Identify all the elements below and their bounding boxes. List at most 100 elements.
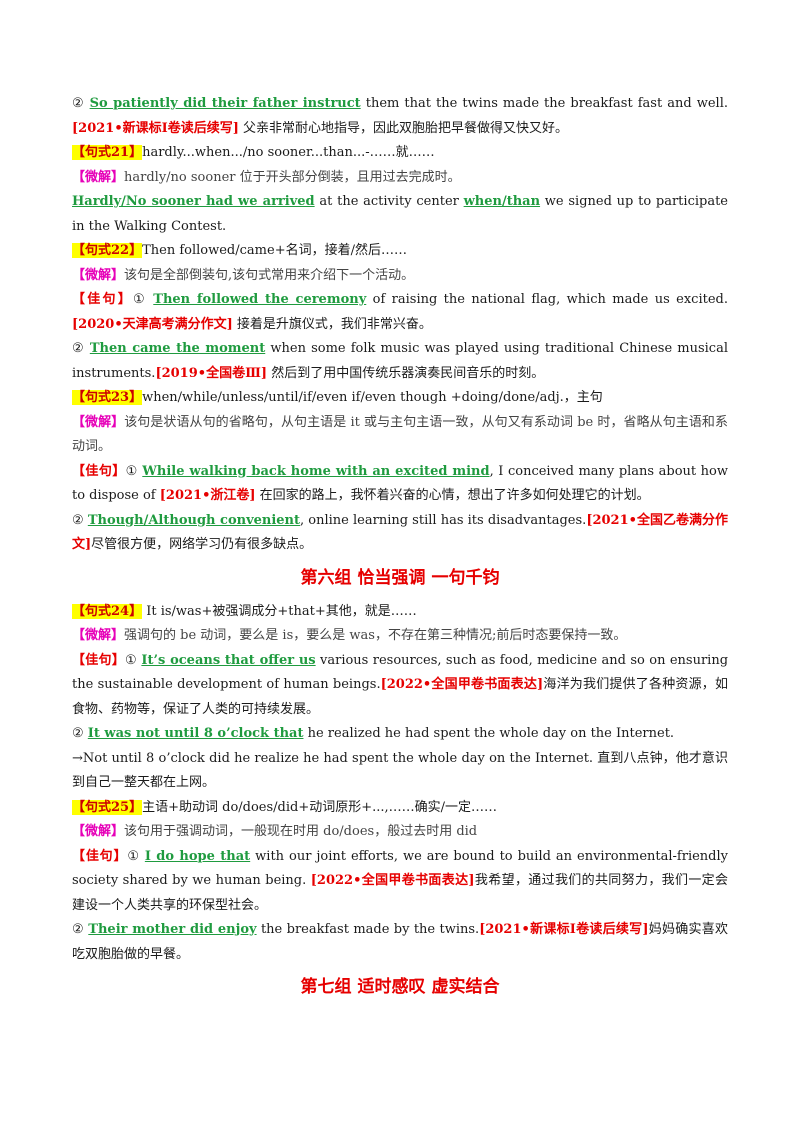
example-23-1: 【佳句】① While walking back home with an ex… <box>72 460 728 509</box>
example-23-2: ② Though/Although convenient, online lea… <box>72 509 728 558</box>
sentence-text: at the activity center <box>314 194 464 209</box>
example-24-2: ② It was not until 8 o’clock that he rea… <box>72 722 728 747</box>
source-citation: [2022•全国甲卷书面表达] <box>310 873 475 888</box>
tip-label: 【微解】 <box>72 628 125 643</box>
translation: 接着是升旗仪式，我们非常兴奋。 <box>232 316 432 332</box>
translation: 尽管很方便，网络学习仍有很多缺点。 <box>91 537 313 552</box>
heading-subtitle: 一句千钧 <box>431 567 500 588</box>
pattern-25: 【句式25】主语+助动词 do/does/did+动词原形+...,……确实/一… <box>72 796 728 821</box>
good-sentence-label: 【佳句】 <box>72 463 126 479</box>
sentence-text: when some folk music was played using tr… <box>72 341 728 381</box>
source-citation: [2022•全国甲卷书面表达] <box>380 677 544 692</box>
translation: 海洋为我们提供了各种资源，如食物、药物等，保证了人类的可持续发展。 <box>72 677 728 717</box>
example-22-2: ② Then came the moment when some folk mu… <box>72 337 728 386</box>
translation: 我希望，通过我们的共同努力，我们一定会建设一个人类共享的环保型社会。 <box>72 873 729 913</box>
example-24-1: 【佳句】① It’s oceans that offer us various … <box>72 649 728 723</box>
sentence-text: we signed up to participate in the Walki… <box>72 194 728 234</box>
good-sentence-label: 【佳句】 <box>72 292 133 307</box>
pattern-text: when/while/unless/until/if/even if/even … <box>142 390 603 405</box>
example-21: Hardly/No sooner had we arrived at the a… <box>72 190 728 239</box>
good-sentence-label: 【佳句】 <box>72 848 128 864</box>
key-phrase: Though/Although convenient <box>87 512 301 528</box>
example-22-1: 【佳句】① Then followed the ceremony of rais… <box>72 288 728 337</box>
section-heading-7: 第七组 适时感叹 虚实结合 <box>72 973 728 1001</box>
sentence-text: the breakfast made by the twins. <box>256 922 480 937</box>
pattern-tag: 【句式24】 <box>72 603 143 619</box>
good-sentence-label: 【佳句】 <box>72 652 126 668</box>
source-citation: [2021•浙江卷] <box>159 488 256 503</box>
document-page: ② So patiently did their father instruct… <box>72 92 728 1009</box>
item-number: ① <box>125 463 138 479</box>
sentence-text: →Not until 8 o’clock did he realize he h… <box>72 750 594 766</box>
sentence-text: he realized he had spent the whole day o… <box>303 726 675 741</box>
tip-24: 【微解】强调句的 be 动词，要么是 is，要么是 was，不存在第三种情况;前… <box>72 624 728 649</box>
pattern-21: 【句式21】hardly...when.../no sooner...than.… <box>72 141 728 166</box>
translation: 在回家的路上，我怀着兴奋的心情，想出了许多如何处理它的计划。 <box>255 488 650 503</box>
sentence-text: , I conceived many plans about how to di… <box>72 463 728 504</box>
example-25-1: 【佳句】① I do hope that with our joint effo… <box>72 845 728 919</box>
item-number: ② <box>72 922 84 937</box>
item-number: ② <box>72 341 85 356</box>
example-24-3: →Not until 8 o’clock did he realize he h… <box>72 747 728 796</box>
source-citation: [2021•全国乙卷满分作文] <box>72 512 728 553</box>
sentence-text: of raising the national flag, which made… <box>366 292 728 307</box>
pattern-tag: 【句式25】 <box>72 799 143 815</box>
sentence-text: with our joint efforts, we are bound to … <box>72 848 728 889</box>
pattern-text: hardly...when.../no sooner...than...-……就… <box>142 145 435 160</box>
tip-label: 【微解】 <box>72 824 125 839</box>
item-number: ① <box>125 652 137 668</box>
heading-group: 第七组 <box>300 977 352 997</box>
tip-text: 该句用于强调动词，一般现在时用 do/does，般过去时用 did <box>124 824 478 839</box>
tip-25: 【微解】该句用于强调动词，一般现在时用 do/does，般过去时用 did <box>72 820 728 845</box>
tip-22: 【微解】该句是全部倒装句,该句式常用来介绍下一个活动。 <box>72 264 728 289</box>
pattern-tag: 【句式23】 <box>72 390 143 405</box>
sentence-text: various resources, such as food, medicin… <box>72 652 729 693</box>
example-sentence: ② So patiently did their father instruct… <box>72 92 728 141</box>
item-number: ② <box>72 96 85 111</box>
tip-label: 【微解】 <box>72 414 125 430</box>
tip-text: 强调句的 be 动词，要么是 is，要么是 was，不存在第三种情况;前后时态要… <box>124 628 627 643</box>
heading-subtitle: 虚实结合 <box>431 977 500 997</box>
pattern-text: 主语+助动词 do/does/did+动词原形+...,……确实/一定…… <box>142 799 498 815</box>
source-citation: [2021•新课标Ⅰ卷读后续写] <box>72 120 239 136</box>
tip-21: 【微解】hardly/no sooner 位于开头部分倒装，且用过去完成时。 <box>72 166 728 191</box>
key-phrase: when/than <box>463 194 541 209</box>
item-number: ② <box>72 726 84 741</box>
key-phrase: I do hope that <box>144 848 251 864</box>
key-phrase: So patiently did their father instruct <box>89 96 361 111</box>
key-phrase: While walking back home with an excited … <box>142 463 490 479</box>
pattern-22: 【句式22】Then followed/came+名词，接着/然后…… <box>72 239 728 264</box>
heading-title: 恰当强调 <box>357 567 426 588</box>
pattern-text: Then followed/came+名词，接着/然后…… <box>142 243 407 258</box>
translation: 然后到了用中国传统乐器演奏民间音乐的时刻。 <box>267 365 545 381</box>
tip-text: hardly/no sooner 位于开头部分倒装，且用过去完成时。 <box>124 169 461 185</box>
pattern-24: 【句式24】 It is/was+被强调成分+that+其他，就是…… <box>72 600 728 625</box>
item-number: ② <box>72 512 84 528</box>
key-phrase: It was not until 8 o’clock that <box>87 726 304 741</box>
tip-23: 【微解】该句是状语从句的省略句，从句主语是 it 或与主句主语一致，从句又有系动… <box>72 411 728 460</box>
example-25-2: ② Their mother did enjoy the breakfast m… <box>72 918 728 967</box>
source-citation: [2021•新课标Ⅰ卷读后续写] <box>479 922 649 937</box>
key-phrase: It’s oceans that offer us <box>141 652 316 668</box>
tip-label: 【微解】 <box>72 267 125 283</box>
translation: 直到八点钟，他才意识到自己一整天都在上网。 <box>72 750 728 791</box>
pattern-23: 【句式23】when/while/unless/until/if/even if… <box>72 386 728 411</box>
translation: 妈妈确实喜欢吃双胞胎做的早餐。 <box>72 922 728 962</box>
section-heading-6: 第六组 恰当强调 一句千钧 <box>72 564 728 592</box>
translation: 父亲非常耐心地指导，因此双胞胎把早餐做得又快又好。 <box>238 120 569 136</box>
sentence-text: , online learning still has its disadvan… <box>300 512 587 528</box>
heading-group: 第六组 <box>300 567 352 588</box>
heading-title: 适时感叹 <box>357 977 426 997</box>
pattern-tag: 【句式22】 <box>72 243 143 258</box>
key-phrase: Then came the moment <box>89 341 266 356</box>
key-phrase: Then followed the ceremony <box>153 292 367 307</box>
item-number: ① <box>127 848 140 864</box>
key-phrase: Their mother did enjoy <box>88 922 257 937</box>
source-citation: [2019•全国卷Ⅲ] <box>155 365 268 381</box>
tip-text: 该句是全部倒装句,该句式常用来介绍下一个活动。 <box>124 267 415 283</box>
tip-label: 【微解】 <box>72 169 125 185</box>
key-phrase: Hardly/No sooner had we arrived <box>72 194 315 209</box>
sentence-text: them that the twins made the breakfast f… <box>360 96 728 111</box>
pattern-text: It is/was+被强调成分+that+其他，就是…… <box>142 603 417 619</box>
pattern-tag: 【句式21】 <box>72 145 143 160</box>
